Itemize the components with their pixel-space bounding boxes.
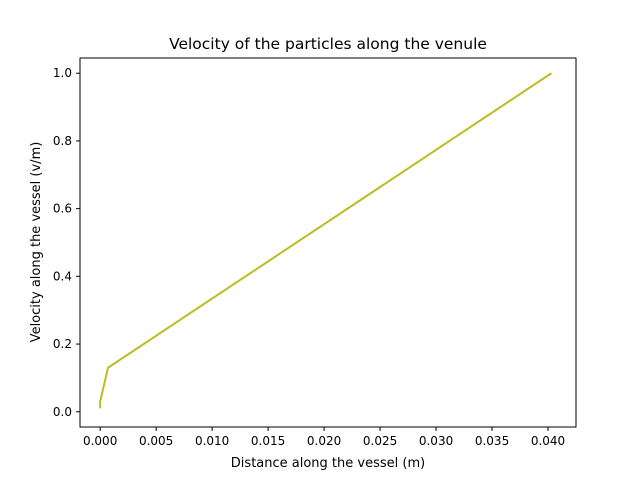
y-axis-label: Velocity along the vessel (v/m) — [29, 142, 44, 343]
y-axis-ticks: 0.0 0.2 0.4 0.6 0.8 1.0 — [53, 66, 80, 419]
y-tick-label: 1.0 — [53, 66, 72, 80]
x-tick-label: 0.000 — [83, 434, 117, 448]
x-tick-label: 0.030 — [419, 434, 453, 448]
y-tick-label: 0.6 — [53, 202, 72, 216]
x-tick-label: 0.005 — [139, 434, 173, 448]
series-line-0 — [99, 72, 552, 409]
y-tick-label: 0.2 — [53, 337, 72, 351]
series-layer — [99, 72, 552, 409]
x-tick-label: 0.025 — [363, 434, 397, 448]
x-tick-label: 0.040 — [531, 434, 565, 448]
chart-title: Velocity of the particles along the venu… — [169, 35, 487, 53]
x-tick-label: 0.010 — [195, 434, 229, 448]
y-tick-label: 0.4 — [53, 269, 72, 283]
x-tick-label: 0.015 — [251, 434, 285, 448]
y-tick-label: 0.0 — [53, 405, 72, 419]
x-axis-ticks: 0.000 0.005 0.010 0.015 0.020 0.025 0.030 0.035… — [83, 427, 565, 448]
x-tick-label: 0.020 — [307, 434, 341, 448]
x-tick-label: 0.035 — [475, 434, 509, 448]
x-axis-label: Distance along the vessel (m) — [231, 456, 425, 471]
plot-frame — [79, 57, 577, 428]
y-tick-label: 0.8 — [53, 134, 72, 148]
